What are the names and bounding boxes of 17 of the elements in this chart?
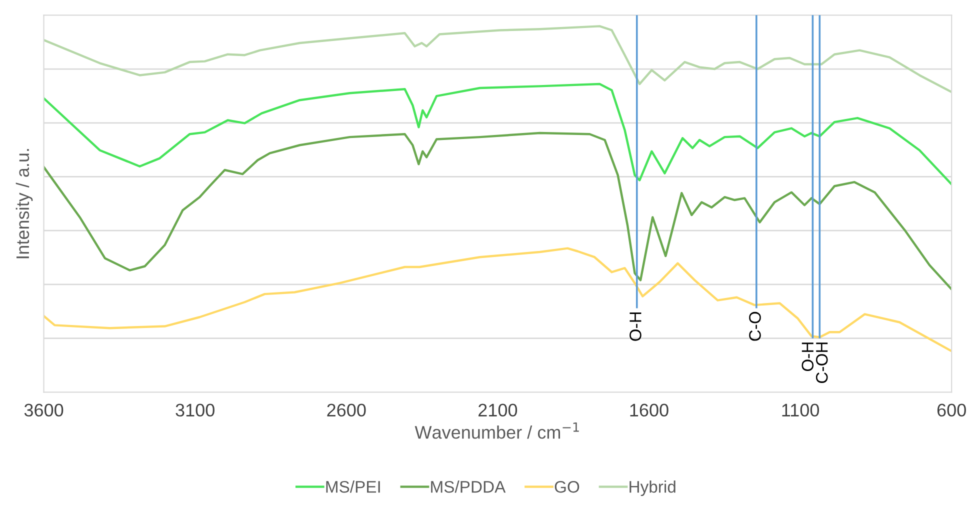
legend-label: MS/PEI: [326, 480, 380, 493]
legend-label: GO: [554, 480, 580, 493]
x-tick-label: 1600: [630, 404, 668, 417]
ref-line-label: C-OH: [816, 342, 828, 383]
ref-line-label: O-H: [630, 312, 642, 341]
x-tick-label: 3100: [176, 404, 214, 417]
legend-label: Hybrid: [630, 480, 676, 496]
x-axis-title: Wavenumber / cm$^{−1}$: [414, 422, 579, 439]
legend-label: MS/PDDA: [431, 480, 506, 493]
x-tick-label: 1100: [782, 404, 820, 417]
y-axis-title: Intensity / a.u.: [16, 149, 33, 258]
x-tick-label: 2100: [478, 404, 518, 417]
x-tick-label: 600: [937, 404, 966, 417]
x-tick-label: 2600: [327, 404, 366, 417]
ref-line-label: C-O: [749, 312, 761, 341]
x-tick-label: 3600: [24, 404, 64, 417]
ref-line-label: O-H: [802, 342, 814, 372]
